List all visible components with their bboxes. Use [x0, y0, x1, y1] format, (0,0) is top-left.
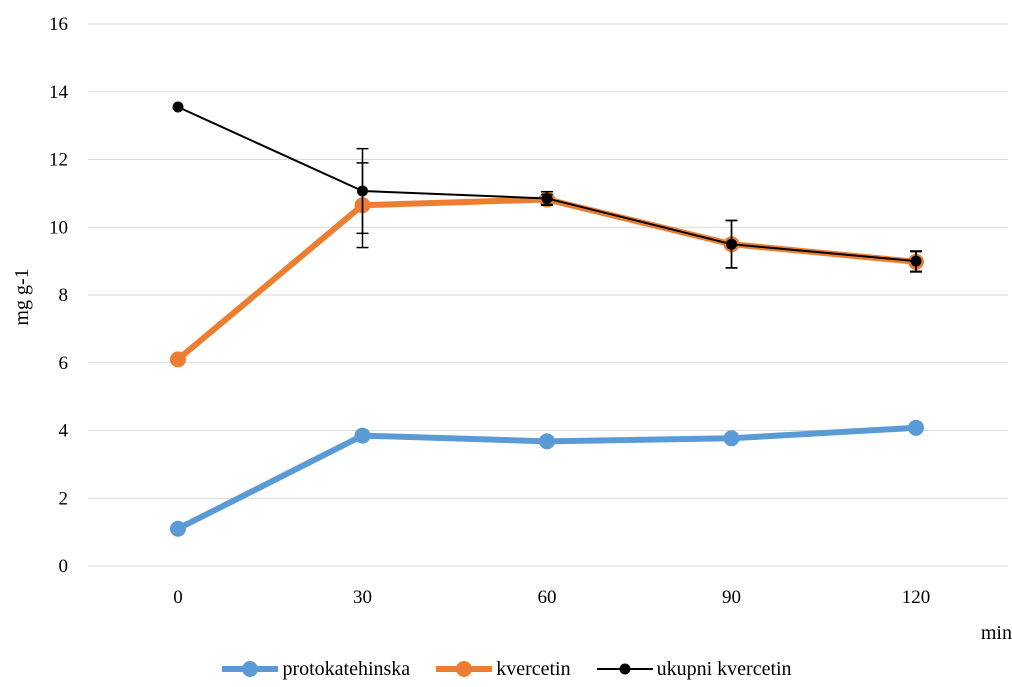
y-axis-label: mg g-1: [11, 268, 33, 325]
y-tick-label: 12: [49, 150, 68, 171]
legend-item: ukupni kvercetin: [595, 658, 792, 681]
line-chart: 0 2 4 6 8 10 12 14 16 0 30 60 90 120 mg g-1 min: [11, 14, 1012, 644]
x-tick-label: 30: [353, 587, 372, 608]
data-point: [908, 419, 924, 436]
x-tick-label: 90: [722, 587, 741, 608]
y-tick-label: 2: [59, 488, 69, 509]
y-tick-label: 0: [59, 556, 69, 577]
gridlines: [88, 23, 1008, 567]
x-tick-label: 120: [902, 587, 931, 608]
legend-swatch: [436, 661, 493, 677]
y-tick-labels: 0 2 4 6 8 10 12 14 16: [49, 14, 69, 577]
y-tick-label: 4: [59, 421, 69, 442]
legend-swatch: [596, 663, 653, 675]
x-tick-label: 60: [538, 587, 557, 608]
data-point: [172, 101, 184, 113]
legend-label: ukupni kvercetin: [656, 657, 792, 680]
legend-label: kvercetin: [496, 657, 571, 680]
data-point: [170, 520, 186, 537]
series-protokatehinska: [170, 419, 924, 537]
y-tick-label: 10: [49, 217, 68, 238]
legend-swatch-marker: [456, 661, 473, 677]
data-point: [723, 430, 740, 447]
legend-item: kvercetin: [434, 657, 571, 681]
x-tick-label: 0: [173, 587, 183, 608]
legend-swatch-marker: [619, 663, 631, 675]
legend-item: protokatehinska: [220, 658, 410, 681]
series-ukupni-kvercetin: [172, 101, 922, 273]
y-tick-label: 8: [59, 285, 69, 306]
y-tick-label: 14: [49, 82, 69, 103]
legend-swatch: [222, 661, 279, 677]
data-point: [354, 427, 371, 444]
data-point: [170, 351, 186, 368]
data-point: [539, 433, 555, 450]
series-line: [177, 105, 917, 263]
series-group: [170, 101, 924, 537]
legend-swatch-marker: [242, 661, 259, 677]
y-tick-label: 6: [59, 353, 69, 374]
legend: protokatehinska kvercetin ukupni kvercetin: [0, 654, 1012, 684]
x-tick-labels: 0 30 60 90 120: [173, 587, 930, 608]
x-axis-label: min: [981, 622, 1012, 644]
y-tick-label: 16: [49, 14, 68, 35]
series-line: [175, 196, 919, 363]
legend-label: protokatehinska: [282, 657, 411, 680]
